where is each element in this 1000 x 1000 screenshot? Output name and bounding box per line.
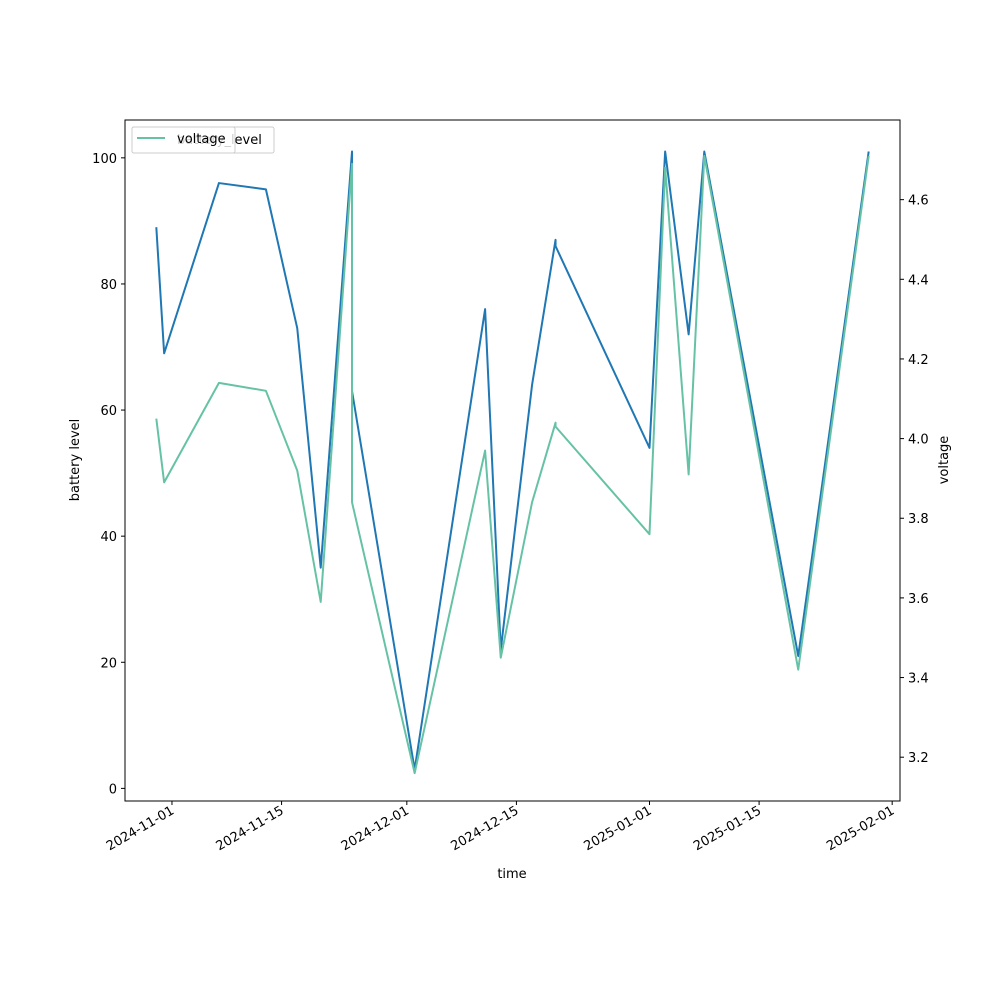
y-right-tick-label: 4.6 xyxy=(908,194,929,209)
y-right-axis-ticks: 3.2 3.4 3.6 3.8 4.0 4.2 4.4 4.6 xyxy=(900,194,929,766)
y-left-tick-label: 20 xyxy=(100,656,117,671)
series-line-battery-level xyxy=(155,150,870,771)
y-left-tick-label: 80 xyxy=(100,278,117,293)
y-left-axis-ticks: 0 20 40 60 80 100 xyxy=(92,152,125,797)
series-line-voltage xyxy=(155,154,870,775)
y-right-tick-label: 3.6 xyxy=(908,592,929,607)
y-left-axis-label: battery level xyxy=(68,419,83,502)
y-left-tick-label: 100 xyxy=(92,152,117,167)
y-right-tick-label: 3.8 xyxy=(908,512,929,527)
plot-frame xyxy=(124,119,901,802)
y-left-tick-label: 40 xyxy=(100,530,117,545)
legend-voltage: voltage xyxy=(131,126,236,154)
y-right-tick-label: 3.2 xyxy=(908,751,929,766)
x-axis-label: time xyxy=(497,867,526,882)
legend-voltage-frame xyxy=(131,126,236,154)
y-left-tick-label: 60 xyxy=(100,404,117,419)
series-layer xyxy=(155,150,870,775)
y-right-tick-label: 4.2 xyxy=(908,353,929,368)
legend-voltage-label: voltage xyxy=(177,132,226,147)
y-right-axis-label: voltage xyxy=(937,436,952,485)
y-left-tick-label: 0 xyxy=(109,782,117,797)
y-right-tick-label: 4.0 xyxy=(908,433,929,448)
y-right-tick-label: 4.4 xyxy=(908,273,929,288)
y-right-tick-label: 3.4 xyxy=(908,672,929,687)
